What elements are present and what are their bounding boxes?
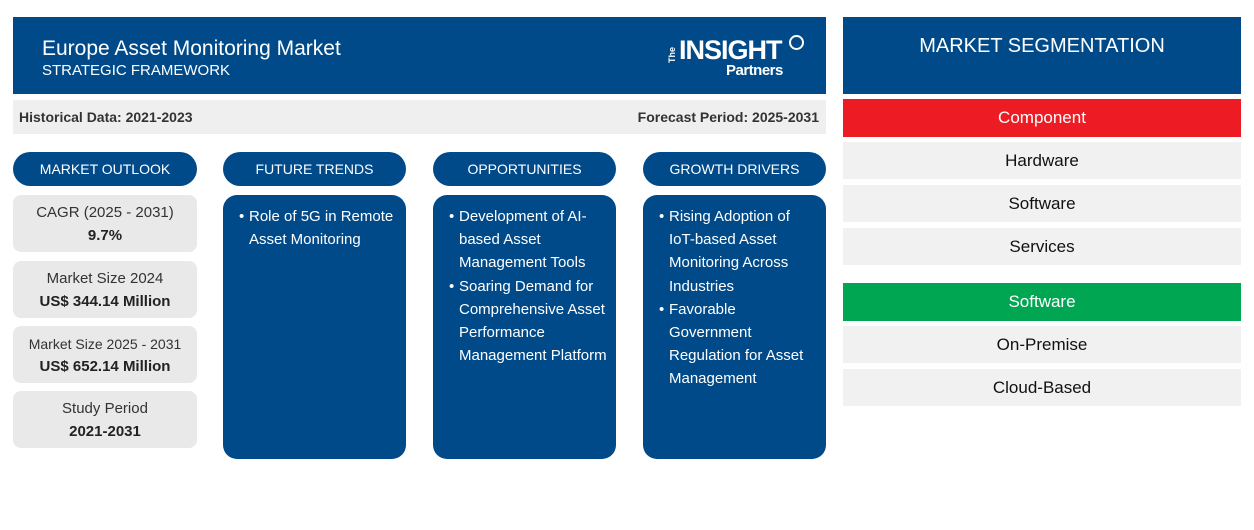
forecast-period: Forecast Period: 2025-2031 xyxy=(637,109,819,125)
segment-item-services: Services xyxy=(843,228,1241,265)
stat-market-size-forecast: Market Size 2025 - 2031 US$ 652.14 Milli… xyxy=(13,326,197,383)
opportunities-heading: OPPORTUNITIES xyxy=(433,152,616,186)
period-bar: Historical Data: 2021-2023 Forecast Peri… xyxy=(13,100,826,134)
report-header: Europe Asset Monitoring Market STRATEGIC… xyxy=(13,17,826,94)
stat-label: Market Size 2025 - 2031 xyxy=(28,336,182,352)
opportunities-card: Development of AI-based Asset Management… xyxy=(433,195,616,459)
report-subtitle: STRATEGIC FRAMEWORK xyxy=(42,62,231,79)
growth-drivers-card: Rising Adoption of IoT-based Asset Monit… xyxy=(643,195,826,459)
segment-category-component: Component xyxy=(843,99,1241,137)
logo-the: The xyxy=(667,46,677,63)
stat-market-size-2024: Market Size 2024 US$ 344.14 Million xyxy=(13,261,197,318)
stat-cagr: CAGR (2025 - 2031) 9.7% xyxy=(13,195,197,252)
opportunity-item: Soaring Demand for Comprehensive Asset P… xyxy=(449,275,608,368)
segment-item-software: Software xyxy=(843,185,1241,222)
driver-item: Rising Adoption of IoT-based Asset Monit… xyxy=(659,205,818,298)
segment-item-cloud-based: Cloud-Based xyxy=(843,369,1241,406)
stat-study-period: Study Period 2021-2031 xyxy=(13,391,197,448)
report-title: Europe Asset Monitoring Market xyxy=(42,37,341,60)
logo-partners: Partners xyxy=(726,62,783,79)
segment-item-on-premise: On-Premise xyxy=(843,326,1241,363)
insight-partners-logo: The INSIGHT Partners xyxy=(667,33,807,83)
stat-value: US$ 344.14 Million xyxy=(39,293,171,310)
stat-value: US$ 652.14 Million xyxy=(39,358,171,375)
growth-drivers-heading: GROWTH DRIVERS xyxy=(643,152,826,186)
future-trends-heading: FUTURE TRENDS xyxy=(223,152,406,186)
stat-label: CAGR (2025 - 2031) xyxy=(36,204,174,221)
market-outlook-heading: MARKET OUTLOOK xyxy=(13,152,197,186)
segment-item-hardware: Hardware xyxy=(843,142,1241,179)
future-trends-card: Role of 5G in Remote Asset Monitoring xyxy=(223,195,406,459)
trend-item: Role of 5G in Remote Asset Monitoring xyxy=(239,205,398,251)
segmentation-title: MARKET SEGMENTATION xyxy=(843,17,1241,94)
driver-item: Favorable Government Regulation for Asse… xyxy=(659,298,818,391)
logo-insight: INSIGHT xyxy=(679,35,783,65)
stat-label: Market Size 2024 xyxy=(46,270,164,287)
stat-value: 2021-2031 xyxy=(69,423,141,440)
segment-category-software: Software xyxy=(843,283,1241,321)
stat-value: 9.7% xyxy=(87,227,123,244)
logo-ring-icon xyxy=(789,35,804,50)
opportunity-item: Development of AI-based Asset Management… xyxy=(449,205,608,275)
historical-data: Historical Data: 2021-2023 xyxy=(19,109,193,125)
stat-label: Study Period xyxy=(62,400,148,417)
